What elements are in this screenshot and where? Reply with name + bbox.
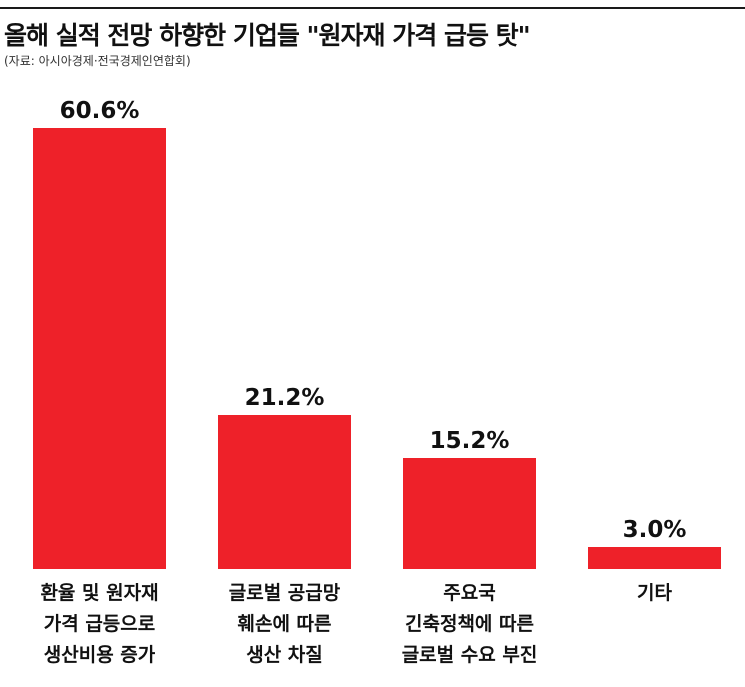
category-label-3-line-2: 긴축정책에 따른 [405, 613, 534, 635]
top-rule [0, 7, 745, 9]
bar-value-label-3: 15.2% [430, 428, 510, 454]
bar-2 [218, 415, 351, 569]
category-label-2-line-1: 글로벌 공급망 [229, 582, 341, 604]
category-label-3-line-3: 글로벌 수요 부진 [402, 644, 538, 666]
bar-value-label-1: 60.6% [60, 98, 140, 124]
bar-value-label-4: 3.0% [623, 517, 687, 543]
category-label-3-line-1: 주요국 [443, 582, 495, 604]
category-label-1-line-2: 가격 급등으로 [44, 613, 156, 635]
bar-1 [33, 128, 166, 569]
bar-value-label-2: 21.2% [245, 385, 325, 411]
category-label-4-line-1: 기타 [637, 582, 672, 604]
bar-3 [403, 458, 536, 569]
category-label-2-line-2: 훼손에 따른 [237, 613, 331, 635]
category-label-1-line-1: 환율 및 원자재 [40, 582, 158, 604]
chart-title: 올해 실적 전망 하향한 기업들 "원자재 가격 급등 탓" [4, 21, 531, 50]
category-label-2-line-3: 생산 차질 [246, 644, 323, 666]
bar-4 [588, 547, 721, 569]
source-note: (자료: 아시아경제·전국경제인연합회) [4, 54, 191, 68]
category-label-1-line-3: 생산비용 증가 [44, 644, 156, 666]
